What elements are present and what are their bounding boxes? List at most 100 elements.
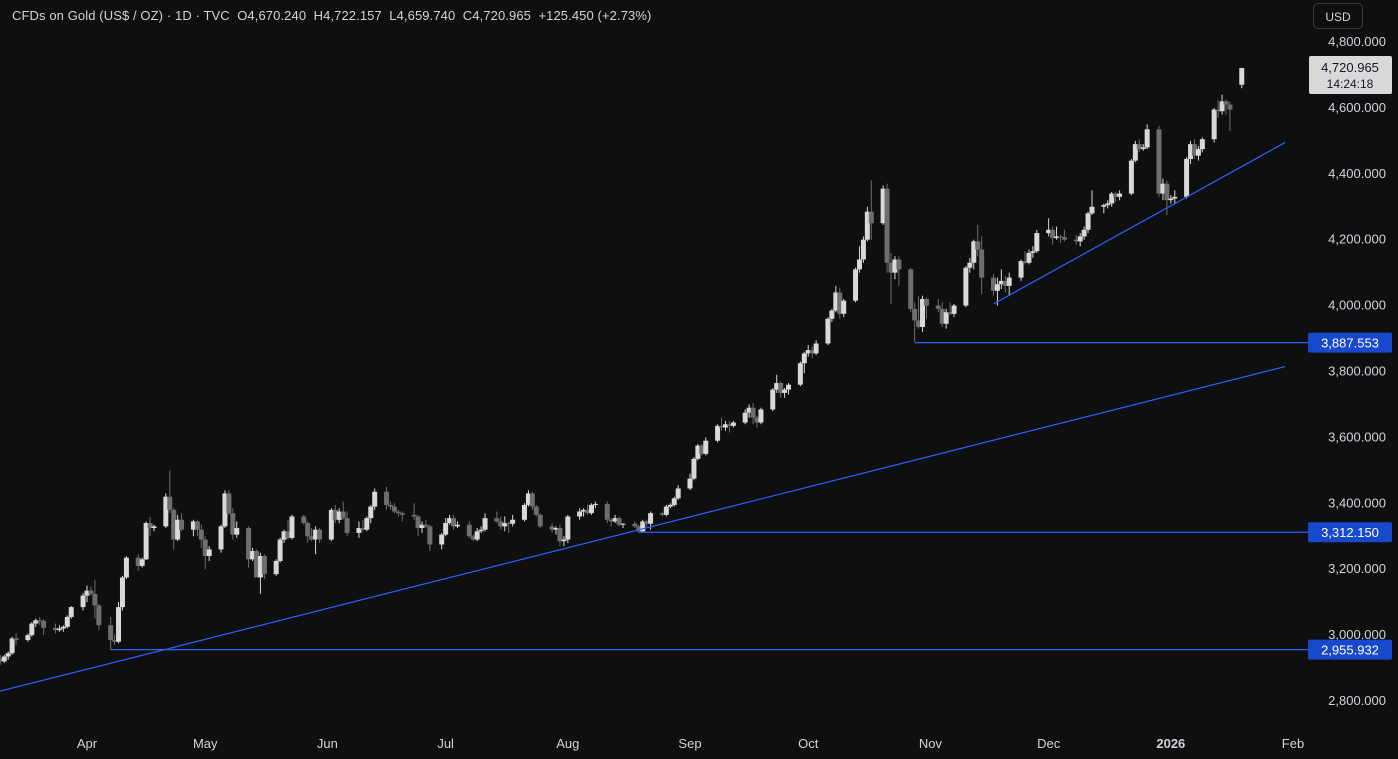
- candle-body: [395, 511, 401, 514]
- candle: [123, 556, 129, 580]
- candle: [588, 503, 594, 515]
- candle-body: [1057, 236, 1063, 238]
- candle-body: [758, 409, 764, 423]
- candle-body: [419, 524, 425, 529]
- candle: [1, 654, 7, 664]
- drawings-layer: [0, 141, 1309, 692]
- candle: [139, 557, 145, 568]
- candle: [273, 559, 279, 576]
- candle-body: [636, 526, 642, 532]
- candle: [671, 496, 677, 507]
- candle: [246, 526, 252, 568]
- candle: [537, 513, 543, 529]
- candle: [344, 511, 350, 537]
- bar-countdown-text: 14:24:18: [1327, 77, 1374, 91]
- level-badge-text: 3,887.553: [1321, 336, 1379, 351]
- candle: [80, 592, 86, 611]
- candle-body: [33, 620, 39, 624]
- candle: [947, 302, 953, 316]
- candle: [451, 514, 457, 530]
- candle: [301, 514, 307, 525]
- candle-body: [853, 269, 859, 301]
- time-tick-label: Apr: [77, 736, 98, 751]
- candle: [230, 508, 236, 540]
- candle: [994, 277, 1000, 306]
- interval[interactable]: 1D: [174, 8, 192, 23]
- candle: [171, 508, 177, 550]
- candle-body: [309, 536, 315, 540]
- candle-body: [1188, 144, 1194, 159]
- candle: [198, 524, 204, 548]
- candle: [411, 503, 417, 520]
- candle: [521, 503, 527, 522]
- candle-body: [5, 653, 11, 657]
- price-tick-label: 3,800.000: [1328, 364, 1386, 379]
- candle-body: [13, 638, 19, 641]
- candle: [454, 521, 460, 529]
- candle: [699, 443, 705, 456]
- candle-body: [317, 529, 323, 540]
- candle: [135, 554, 141, 571]
- candle: [1219, 94, 1225, 115]
- candle-body: [289, 516, 295, 538]
- candle: [663, 504, 669, 517]
- candle-body: [809, 350, 815, 354]
- candle: [888, 252, 894, 304]
- candle-body: [1034, 233, 1040, 252]
- candle-body: [770, 389, 776, 410]
- candle-body: [1195, 149, 1201, 156]
- candle: [399, 511, 405, 522]
- candle: [1117, 190, 1123, 201]
- candle: [391, 503, 397, 514]
- candle-body: [167, 496, 173, 510]
- candle-body: [659, 513, 665, 515]
- candle: [939, 302, 945, 328]
- symbol-name[interactable]: CFDs on Gold (US$ / OZ): [12, 8, 164, 23]
- candle: [37, 616, 43, 626]
- candle-body: [1113, 193, 1119, 197]
- candle-body: [1109, 193, 1115, 204]
- candle: [533, 504, 539, 517]
- level-price-badge: 3,887.553: [1308, 332, 1392, 353]
- candle: [470, 534, 476, 542]
- candle-body: [529, 493, 535, 507]
- candle: [328, 508, 334, 542]
- candle: [1073, 234, 1079, 245]
- candle: [813, 340, 819, 356]
- candle-body: [261, 556, 267, 575]
- candle: [88, 586, 94, 596]
- candle: [202, 536, 208, 570]
- candle: [13, 633, 19, 645]
- candle-body: [1117, 193, 1123, 197]
- candle-body: [1132, 144, 1138, 161]
- candle: [608, 518, 614, 527]
- candle-body: [856, 259, 862, 270]
- price-axis[interactable]: 4,800.000 4,600.000 4,400.000 4,200.000 4,00…: [1328, 34, 1386, 708]
- candle: [833, 285, 839, 313]
- candle: [1030, 246, 1036, 258]
- candle-body: [372, 491, 378, 507]
- candle: [730, 420, 736, 428]
- candle: [1215, 99, 1221, 118]
- candle: [722, 420, 728, 431]
- candle-body: [439, 534, 445, 545]
- candle: [758, 407, 764, 425]
- candle: [1140, 144, 1146, 151]
- candle: [990, 274, 996, 296]
- candle-body: [423, 524, 429, 527]
- candle-body: [1026, 252, 1032, 263]
- candle: [703, 437, 709, 456]
- candle-body: [253, 551, 259, 578]
- candle: [52, 623, 58, 634]
- candle-body: [427, 526, 433, 545]
- candle: [801, 351, 807, 374]
- candle: [179, 513, 185, 532]
- candle: [853, 267, 859, 303]
- currency-button[interactable]: USD: [1313, 3, 1363, 29]
- candle-body: [699, 445, 705, 454]
- candle-body: [998, 280, 1004, 285]
- time-axis[interactable]: Apr May Jun Jul Aug Sep Oct Nov Dec 2026 Feb: [77, 736, 1304, 751]
- candle: [250, 547, 256, 561]
- candle: [809, 346, 815, 359]
